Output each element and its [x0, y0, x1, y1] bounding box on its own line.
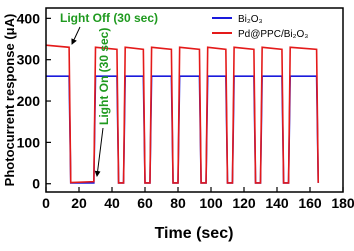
x-tick-label: 40 [104, 195, 120, 211]
y-tick-label: 400 [17, 10, 41, 26]
x-axis-label: Time (sec) [155, 225, 234, 242]
y-tick-label: 200 [17, 93, 41, 109]
legend-label: Pd@PPC/Bi₂O₃ [238, 29, 308, 40]
y-axis-label: Photocurrent response (μA) [2, 14, 17, 187]
annotation: Light On (30 sec) [97, 28, 111, 125]
x-tick-label: 140 [265, 195, 289, 211]
x-tick-label: 80 [170, 195, 186, 211]
arrow [94, 127, 104, 177]
series-line [46, 75, 320, 184]
annotation: Light Off (30 sec) [60, 11, 158, 25]
x-tick-label: 60 [137, 195, 153, 211]
axes-frame [45, 7, 344, 193]
x-tick-label: 160 [298, 195, 322, 211]
series-line [45, 44, 320, 184]
y-tick-label: 300 [17, 52, 41, 68]
plot-area [45, 44, 320, 184]
y-tick-label: 0 [32, 176, 40, 192]
x-tick-label: 0 [42, 195, 50, 211]
x-tick-label: 100 [199, 195, 223, 211]
y-tick-label: 100 [17, 134, 41, 150]
legend-label: Bi₂O₃ [238, 14, 263, 25]
x-tick-label: 20 [71, 195, 87, 211]
x-tick-label: 120 [232, 195, 256, 211]
x-tick-label: 180 [331, 195, 354, 211]
arrow [71, 26, 81, 45]
